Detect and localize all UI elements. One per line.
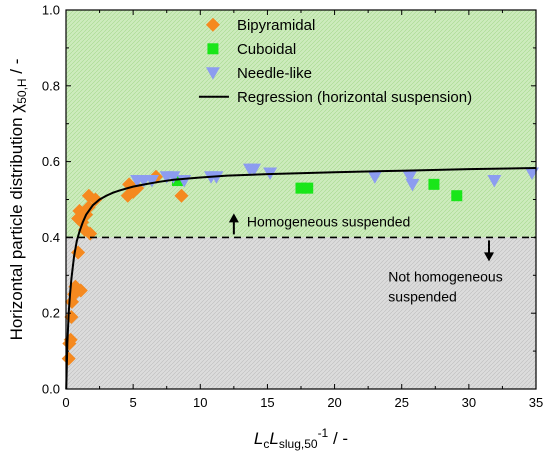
y-tick-label: 0.6: [42, 154, 60, 169]
bipyramidal-point: [63, 332, 78, 347]
bipyramidal-point: [61, 351, 76, 366]
x-tick-label: 30: [462, 395, 476, 410]
cuboidal-point: [302, 182, 314, 194]
legend-cuboidal-swatch: [207, 43, 219, 55]
series-bipyramidal: [61, 169, 189, 366]
cuboidal-point: [428, 178, 440, 190]
legend-label: Regression (horizontal suspension): [237, 89, 472, 106]
bipyramidal-point: [88, 192, 103, 207]
regression-line: [65, 167, 537, 390]
y-tick-label: 1.0: [42, 3, 60, 18]
legend-bipyramidal-swatch: [205, 17, 220, 32]
x-tick-label: 10: [193, 395, 207, 410]
cuboidal-point: [451, 190, 463, 202]
bipyramidal-point: [73, 283, 88, 298]
homogeneous-region: [66, 10, 536, 238]
x-tick-label: 25: [394, 395, 408, 410]
x-axis-title: LcLslug,50-1 / -: [254, 426, 348, 451]
arrow-down-icon: [484, 252, 494, 262]
y-tick-label: 0.8: [42, 78, 60, 93]
needle-like-point: [487, 175, 502, 188]
x-tick-label: 35: [529, 395, 543, 410]
legend: Bipyramidal Cuboidal Needle-like Regression…: [198, 17, 472, 106]
y-tick-label: 0.4: [42, 230, 60, 245]
needle-like-point: [367, 171, 382, 184]
x-tick-label: 5: [130, 395, 137, 410]
needle-like-point: [209, 171, 224, 184]
arrow-up-icon: [228, 213, 239, 223]
cuboidal-point: [295, 182, 307, 194]
needle-like-point: [247, 163, 261, 177]
needle-like-point: [405, 178, 420, 192]
x-tick-label: 20: [327, 395, 341, 410]
y-tick-label: 0.2: [42, 306, 60, 321]
x-tick-label: 15: [260, 395, 274, 410]
legend-label: Needle-like: [237, 65, 312, 82]
legend-label: Bipyramidal: [237, 17, 315, 34]
y-axis-title: Horizontal particle distribution χ50,H /…: [7, 59, 29, 341]
not-homogeneous-label-line2: suspended: [388, 288, 457, 304]
series-cuboidal: [171, 175, 463, 202]
homogeneous-label: Homogeneous suspended: [247, 213, 410, 229]
not-homogeneous-region: [66, 237, 536, 389]
bipyramidal-point: [81, 200, 96, 215]
legend-label: Cuboidal: [237, 41, 296, 58]
y-tick-label: 0.0: [42, 382, 60, 397]
cuboidal-point: [171, 175, 183, 187]
needle-like-point: [402, 171, 417, 184]
bipyramidal-point: [174, 188, 189, 203]
x-tick-label: 0: [62, 395, 69, 410]
not-homogeneous-label-line1: Not homogeneous: [388, 268, 502, 284]
needle-like-point: [166, 171, 181, 184]
needle-like-point: [144, 175, 159, 188]
legend-needle-like-swatch: [205, 67, 220, 80]
